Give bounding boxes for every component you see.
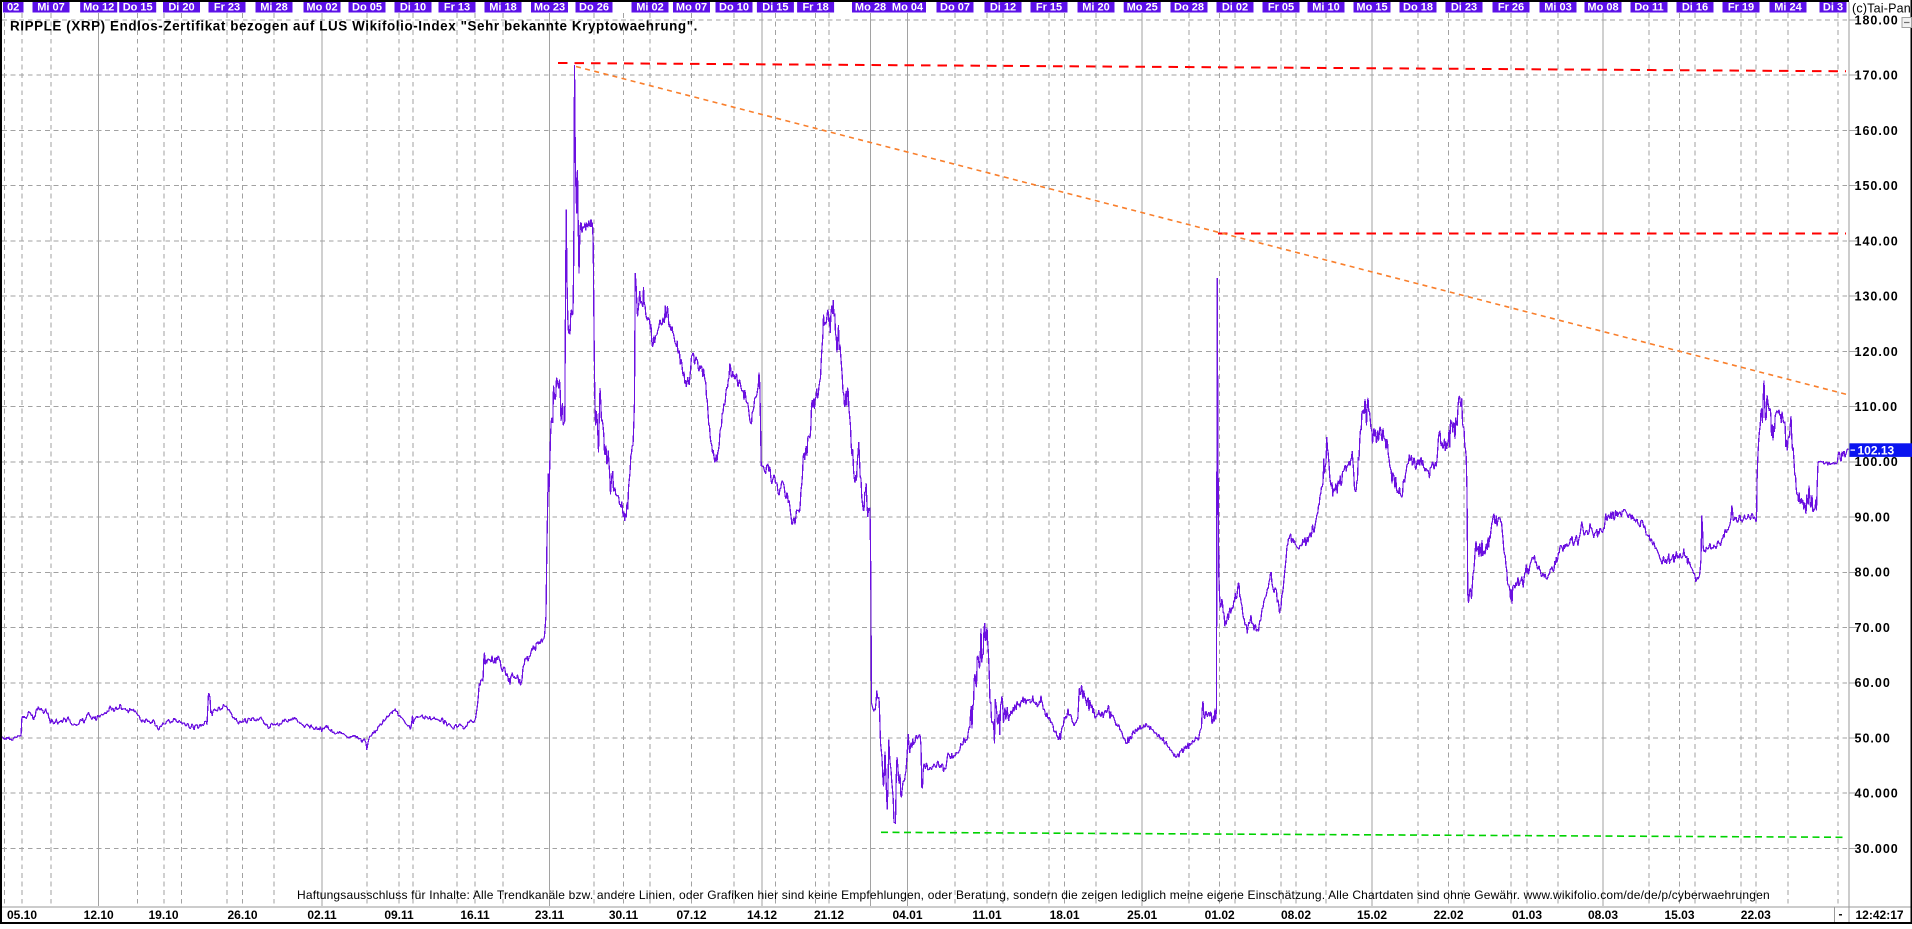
svg-text:Mo 07: Mo 07 (676, 1, 707, 13)
svg-text:Fr 19: Fr 19 (1728, 1, 1754, 13)
svg-text:Do 18: Do 18 (1403, 1, 1433, 13)
svg-text:09.11: 09.11 (384, 908, 414, 922)
svg-text:110.00: 110.00 (1855, 400, 1899, 414)
svg-text:02.11: 02.11 (307, 908, 337, 922)
svg-text:07.12: 07.12 (676, 908, 706, 922)
svg-text:140.00: 140.00 (1855, 234, 1899, 248)
svg-text:14.12: 14.12 (747, 908, 777, 922)
svg-text:Fr 26: Fr 26 (1498, 1, 1524, 13)
svg-text:Mo 02: Mo 02 (306, 1, 337, 13)
svg-text:30.11: 30.11 (609, 908, 639, 922)
svg-text:120.00: 120.00 (1855, 345, 1899, 359)
svg-text:Do 26: Do 26 (579, 1, 609, 13)
svg-text:Do 11: Do 11 (1634, 1, 1663, 13)
svg-text:Mi 20: Mi 20 (1082, 1, 1110, 13)
svg-text:01.03: 01.03 (1512, 908, 1542, 922)
svg-text:150.00: 150.00 (1855, 179, 1899, 193)
svg-text:Do 28: Do 28 (1174, 1, 1204, 13)
svg-text:Mo 28: Mo 28 (855, 1, 886, 13)
svg-text:50.00: 50.00 (1855, 731, 1891, 745)
svg-text:Di 3: Di 3 (1823, 1, 1843, 13)
svg-text:170.00: 170.00 (1855, 69, 1899, 83)
svg-text:30.000: 30.000 (1855, 842, 1899, 856)
svg-text:60.00: 60.00 (1855, 676, 1891, 690)
svg-text:Mi 02: Mi 02 (636, 1, 664, 13)
svg-text:08.03: 08.03 (1588, 908, 1618, 922)
svg-text:Di 16: Di 16 (1682, 1, 1708, 13)
svg-text:Mi 10: Mi 10 (1312, 1, 1340, 13)
svg-text:Di 15: Di 15 (762, 1, 788, 13)
svg-text:Do 07: Do 07 (940, 1, 970, 13)
svg-text:Mi 24: Mi 24 (1774, 1, 1802, 13)
svg-text:Mo 12: Mo 12 (83, 1, 114, 13)
svg-text:04.01: 04.01 (892, 908, 922, 922)
svg-text:Mi 03: Mi 03 (1544, 1, 1572, 13)
svg-text:21.12: 21.12 (814, 908, 844, 922)
svg-text:Di 02: Di 02 (1222, 1, 1248, 13)
svg-text:40.000: 40.000 (1855, 787, 1899, 801)
svg-text:-: - (1839, 907, 1843, 921)
svg-text:Fr 15: Fr 15 (1036, 1, 1062, 13)
svg-text:Do 15: Do 15 (123, 1, 153, 13)
svg-text:160.00: 160.00 (1855, 124, 1899, 138)
svg-text:18.01: 18.01 (1050, 908, 1080, 922)
svg-text:Fr 18: Fr 18 (802, 1, 828, 13)
svg-text:Mo 25: Mo 25 (1127, 1, 1158, 13)
svg-text:22.03: 22.03 (1741, 908, 1771, 922)
svg-text:80.00: 80.00 (1855, 566, 1891, 580)
svg-text:Mo 08: Mo 08 (1587, 1, 1618, 13)
svg-text:Mi 28: Mi 28 (260, 1, 288, 13)
svg-text:Di 10: Di 10 (400, 1, 426, 13)
svg-text:02: 02 (7, 1, 19, 13)
svg-text:Haftungsausschluss für Inhalte: Haftungsausschluss für Inhalte: Alle Tre… (297, 888, 1770, 902)
svg-text:15.02: 15.02 (1357, 908, 1387, 922)
svg-text:01.02: 01.02 (1205, 908, 1235, 922)
svg-text:12:42:17: 12:42:17 (1856, 908, 1904, 922)
svg-text:Do 10: Do 10 (719, 1, 749, 13)
svg-text:22.02: 22.02 (1433, 908, 1463, 922)
svg-text:Mi 18: Mi 18 (489, 1, 517, 13)
svg-text:RIPPLE (XRP) Endlos-Zertifikat: RIPPLE (XRP) Endlos-Zertifikat bezogen a… (10, 19, 698, 34)
svg-text:Di 20: Di 20 (168, 1, 194, 13)
svg-text:23.11: 23.11 (535, 908, 565, 922)
svg-text:Mo 23: Mo 23 (534, 1, 565, 13)
svg-text:90.00: 90.00 (1855, 511, 1891, 525)
svg-text:Mo 04: Mo 04 (892, 1, 924, 13)
svg-text:Mi 07: Mi 07 (37, 1, 65, 13)
svg-text:Do 05: Do 05 (352, 1, 382, 13)
svg-text:Fr 13: Fr 13 (444, 1, 470, 13)
svg-text:15.03: 15.03 (1664, 908, 1694, 922)
svg-text:25.01: 25.01 (1127, 908, 1157, 922)
svg-text:70.00: 70.00 (1855, 621, 1891, 635)
svg-text:130.00: 130.00 (1855, 290, 1899, 304)
svg-text:Mo 15: Mo 15 (1356, 1, 1387, 13)
svg-text:19.10: 19.10 (148, 908, 178, 922)
svg-text:11.01: 11.01 (972, 908, 1002, 922)
svg-text:12.10: 12.10 (84, 908, 114, 922)
svg-text:Fr 23: Fr 23 (214, 1, 240, 13)
svg-text:Fr 05: Fr 05 (1268, 1, 1294, 13)
svg-text:Di 12: Di 12 (990, 1, 1016, 13)
svg-text:08.02: 08.02 (1281, 908, 1311, 922)
svg-text:Di 23: Di 23 (1451, 1, 1477, 13)
svg-text:16.11: 16.11 (460, 908, 490, 922)
svg-text:102.13: 102.13 (1858, 443, 1895, 457)
svg-text:05.10: 05.10 (7, 908, 37, 922)
svg-text:26.10: 26.10 (227, 908, 257, 922)
svg-text:180.00: 180.00 (1855, 13, 1899, 27)
